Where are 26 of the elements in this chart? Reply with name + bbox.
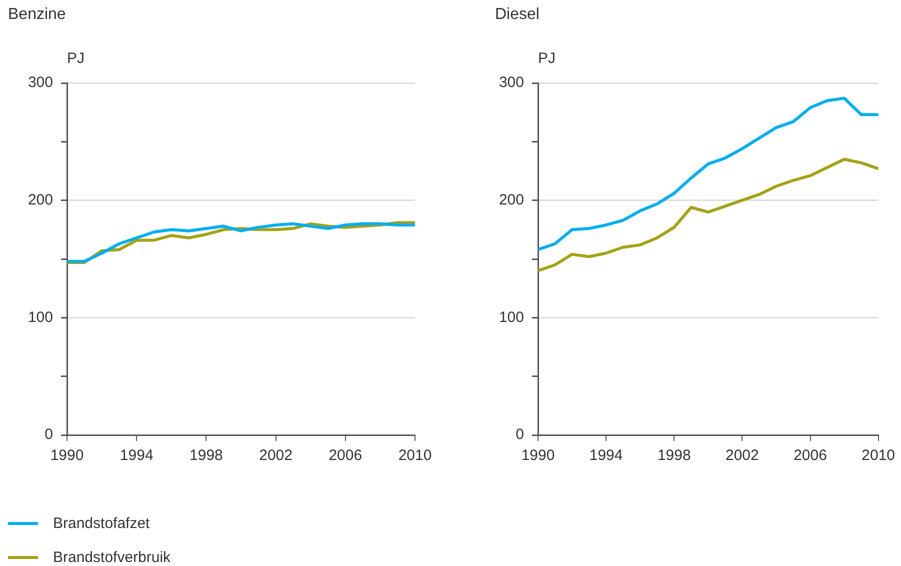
x-tick-label: 1994 <box>589 447 623 464</box>
x-tick-label: 2006 <box>328 447 362 464</box>
x-tick-label: 2010 <box>398 447 432 464</box>
y-tick-label: 300 <box>28 74 53 92</box>
x-tick-label: 1998 <box>657 447 691 464</box>
y-tick-label: 0 <box>44 426 53 444</box>
y-axis-title: PJ <box>538 50 556 67</box>
y-tick-label: 200 <box>498 191 524 208</box>
x-tick-label: 1994 <box>120 447 154 464</box>
y-tick-label: 0 <box>516 426 524 444</box>
y-tick-label: 100 <box>28 308 53 326</box>
x-tick-label: 2002 <box>259 447 292 464</box>
chart-title: Benzine <box>8 6 66 24</box>
x-tick-label: 1990 <box>521 447 555 464</box>
x-tick-label: 2006 <box>794 447 827 464</box>
x-tick-label: 1990 <box>50 447 84 464</box>
y-tick-label: 300 <box>498 74 524 92</box>
chart-title: Diesel <box>495 6 540 24</box>
x-tick-label: 2010 <box>862 447 896 464</box>
legend-label: Brandstofverbruik <box>53 548 171 566</box>
legend-label: Brandstofafzet <box>53 514 150 532</box>
x-tick-label: 2002 <box>726 447 759 464</box>
y-axis-title: PJ <box>67 50 85 67</box>
x-tick-label: 1998 <box>190 447 223 464</box>
y-tick-label: 200 <box>28 191 53 208</box>
y-tick-label: 100 <box>498 308 524 326</box>
